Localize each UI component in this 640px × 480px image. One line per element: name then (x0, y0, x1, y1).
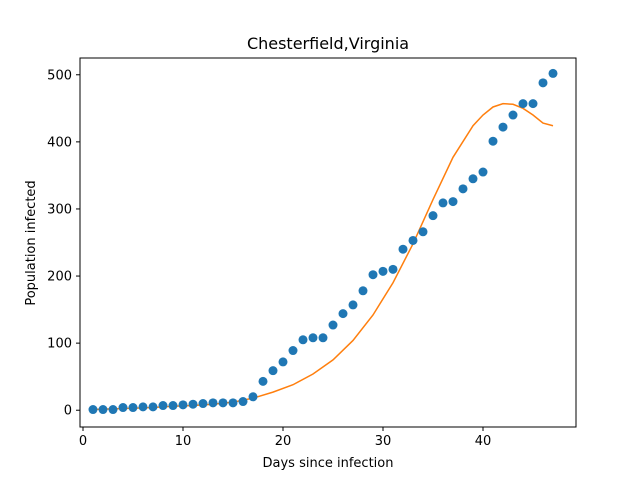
x-axis: 0 10 20 30 40 (79, 427, 491, 449)
fit-curve-line (92, 102, 554, 411)
data-point (128, 403, 138, 413)
y-tick-label: 500 (47, 68, 72, 83)
data-point (378, 266, 388, 276)
data-point (488, 136, 498, 146)
data-point (528, 99, 538, 109)
y-tick-label: 300 (47, 202, 72, 217)
data-point (328, 320, 338, 330)
data-point (248, 392, 258, 402)
y-axis-label: Population infected (24, 180, 39, 305)
y-tick-label: 100 (47, 337, 72, 352)
data-point (358, 286, 368, 296)
chart-title: Chesterfield,Virginia (247, 34, 409, 53)
data-point (118, 403, 128, 413)
data-point (298, 335, 308, 345)
data-point (278, 357, 288, 367)
data-point (188, 399, 198, 409)
data-point (458, 184, 468, 194)
data-point (138, 402, 148, 412)
data-point (88, 405, 98, 415)
data-point (408, 235, 418, 245)
y-tick-label: 400 (47, 135, 72, 150)
x-tick-label: 10 (175, 434, 192, 449)
data-point (318, 333, 328, 343)
data-point (228, 398, 238, 408)
data-point (268, 366, 278, 376)
data-point (308, 333, 318, 343)
data-point (178, 400, 188, 410)
data-point (498, 122, 508, 132)
data-point (468, 174, 478, 184)
data-point (508, 110, 518, 120)
data-point (108, 405, 118, 415)
y-tick-label: 0 (64, 404, 72, 419)
data-point (428, 211, 438, 221)
data-point (448, 197, 458, 207)
x-tick-label: 30 (375, 434, 392, 449)
data-point (388, 264, 398, 274)
data-point (218, 398, 228, 408)
data-point (398, 244, 408, 254)
y-axis: 0 100 200 300 400 500 (47, 68, 80, 419)
data-point (208, 398, 218, 408)
data-point (238, 397, 248, 407)
data-point (98, 405, 108, 415)
data-point (338, 309, 348, 319)
y-tick-label: 200 (47, 270, 72, 285)
data-point (158, 401, 168, 411)
x-tick-label: 20 (275, 434, 292, 449)
data-point (348, 300, 358, 310)
plot-area (88, 68, 558, 415)
x-tick-label: 0 (79, 434, 87, 449)
data-point (438, 198, 448, 208)
data-point (548, 68, 558, 78)
data-point (148, 402, 158, 412)
data-point (198, 399, 208, 409)
data-point (258, 376, 268, 386)
x-tick-label: 40 (475, 434, 492, 449)
plot-frame (79, 57, 577, 428)
data-point (478, 167, 488, 177)
data-point (418, 227, 428, 237)
data-point (368, 270, 378, 280)
data-point (168, 401, 178, 411)
x-axis-label: Days since infection (263, 456, 394, 471)
data-point (288, 346, 298, 356)
data-point (538, 78, 548, 88)
data-point (518, 99, 528, 109)
